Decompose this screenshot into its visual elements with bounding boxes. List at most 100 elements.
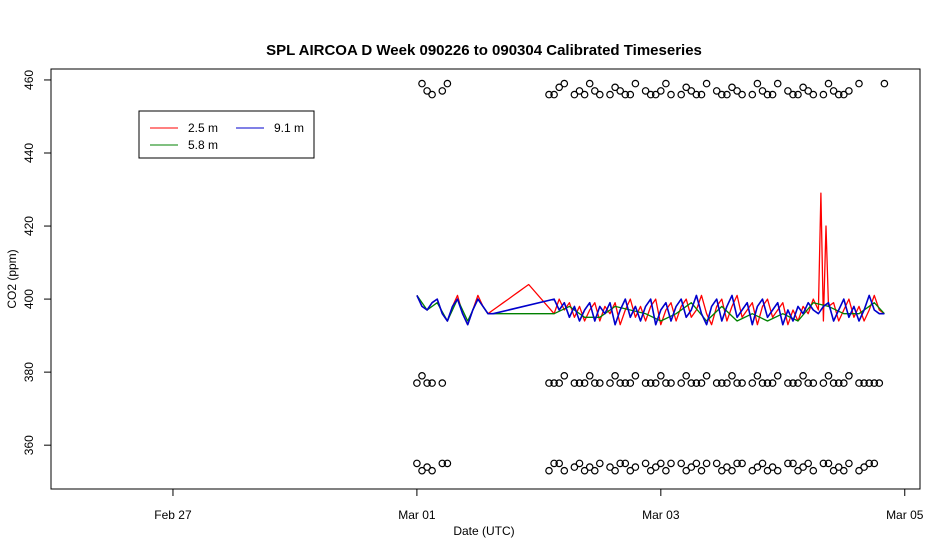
calibration-point: [870, 459, 879, 468]
calibration-point: [595, 459, 604, 468]
calibration-point: [768, 463, 777, 471]
calibration-point: [880, 79, 889, 88]
y-axis-label: CO2 (ppm): [5, 249, 19, 308]
calibration-point: [768, 379, 777, 387]
calibration-point: [662, 466, 670, 475]
calibration-point: [717, 90, 726, 99]
calibration-point: [595, 90, 604, 99]
calibration-point: [824, 459, 833, 468]
calibration-point: [824, 371, 833, 380]
calibration-point: [545, 90, 553, 99]
calibration-point: [687, 87, 696, 95]
calibration-point: [809, 379, 818, 387]
calibration-point: [611, 83, 619, 92]
calibration-point: [819, 90, 828, 99]
calibration-point: [590, 466, 599, 475]
calibration-point: [717, 466, 726, 475]
calibration-point: [555, 379, 564, 387]
calibration-point: [545, 379, 553, 387]
calibration-point: [702, 79, 711, 88]
calibration-point: [631, 463, 640, 471]
calibration-point: [865, 379, 874, 387]
calibration-point: [834, 379, 843, 387]
chart-title: SPL AIRCOA D Week 090226 to 090304 Calib…: [266, 42, 702, 59]
calibration-point: [626, 466, 635, 475]
calibration-point: [595, 379, 604, 387]
x-tick-label-2: Mar 03: [642, 508, 680, 522]
calibration-point: [870, 379, 879, 387]
calibration-point: [413, 459, 421, 468]
calibration-point: [784, 379, 792, 387]
calibration-point: [784, 87, 792, 95]
calibration-point: [575, 87, 584, 95]
calibration-point: [438, 379, 447, 387]
axes: Feb 27 Mar 01 Mar 03 Mar 05 360 380 400 420 440 4…: [22, 70, 924, 522]
calibration-point: [590, 87, 599, 95]
legend: 2.5 m 9.1 m 5.8 m: [138, 110, 315, 159]
calibration-point: [646, 379, 655, 387]
series-line-5-8m: [416, 295, 885, 322]
calibration-point: [733, 459, 741, 468]
calibration-point: [545, 466, 553, 475]
calibration-point: [651, 379, 660, 387]
calibration-point: [789, 90, 797, 99]
y-tick-label-1: 380: [22, 362, 36, 382]
calibration-point: [845, 87, 853, 95]
calibration-point: [804, 459, 813, 468]
calibration-point: [687, 379, 696, 387]
calibration-point: [712, 379, 721, 387]
calibration-point: [794, 466, 802, 475]
calibration-point: [687, 463, 696, 471]
calibration-point: [702, 371, 711, 380]
calibration-point: [641, 459, 650, 468]
calibration-point: [677, 379, 686, 387]
calibration-point: [631, 79, 640, 88]
x-axis-label: Date (UTC): [453, 524, 514, 538]
calibration-point: [626, 90, 635, 99]
calibration-point: [753, 463, 762, 471]
calibration-point: [580, 90, 589, 99]
calibration-point: [590, 379, 599, 387]
calibration-point: [606, 463, 614, 471]
calibration-point: [697, 379, 706, 387]
calibration-point: [418, 79, 426, 88]
calibration-point: [738, 90, 746, 99]
calibration-point: [662, 79, 670, 88]
calibration-point: [631, 371, 640, 380]
calibration-point: [773, 371, 782, 380]
y-tick-label-0: 360: [22, 435, 36, 455]
calibration-point: [656, 459, 665, 468]
calibration-point: [819, 459, 828, 468]
calibration-point: [550, 459, 558, 468]
legend-box: [138, 110, 315, 159]
calibration-point: [717, 379, 726, 387]
calibration-point: [829, 466, 838, 475]
calibration-point: [692, 90, 701, 99]
calibration-point: [616, 459, 625, 468]
calibration-point: [712, 459, 721, 468]
calibration-point: [723, 463, 731, 471]
calibration-point: [646, 466, 655, 475]
calibration-point: [550, 90, 558, 99]
calibration-point: [585, 463, 594, 471]
calibration-point: [570, 463, 579, 471]
calibration-point: [728, 371, 736, 380]
calibration-point: [712, 87, 721, 95]
calibration-point: [418, 371, 426, 380]
calibration-point: [611, 371, 619, 380]
calibration-point: [560, 79, 569, 88]
calibration-point: [550, 379, 558, 387]
calibration-point: [443, 459, 452, 468]
calibration-point: [621, 379, 630, 387]
calibration-point: [682, 83, 691, 92]
calibration-point: [834, 463, 843, 471]
calibration-point: [641, 379, 650, 387]
calibration-point: [428, 466, 436, 475]
calibration-point: [656, 371, 665, 380]
calibration-point: [784, 459, 792, 468]
calibration-point: [789, 459, 797, 468]
calibration-point: [651, 463, 660, 471]
calibration-point: [428, 90, 436, 99]
calibration-point: [606, 379, 614, 387]
